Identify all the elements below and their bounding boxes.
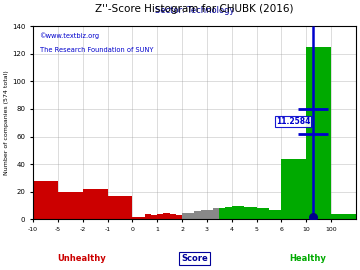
- Text: Score: Score: [181, 254, 208, 263]
- Text: ©www.textbiz.org: ©www.textbiz.org: [40, 32, 100, 39]
- Title: Z''-Score Histogram for CHUBK (2016): Z''-Score Histogram for CHUBK (2016): [95, 4, 294, 14]
- Bar: [225, 207, 232, 220]
- Bar: [170, 214, 176, 220]
- Text: 11.2584: 11.2584: [276, 117, 310, 126]
- Bar: [83, 189, 108, 220]
- Bar: [157, 214, 163, 220]
- Bar: [250, 207, 257, 220]
- Y-axis label: Number of companies (574 total): Number of companies (574 total): [4, 70, 9, 175]
- Bar: [194, 211, 201, 220]
- Bar: [244, 207, 250, 220]
- Bar: [176, 215, 182, 220]
- Bar: [219, 208, 225, 220]
- Bar: [257, 208, 263, 220]
- Bar: [108, 196, 132, 220]
- Text: Sector: Technology: Sector: Technology: [155, 6, 234, 15]
- Bar: [306, 47, 331, 220]
- Bar: [232, 205, 238, 220]
- Bar: [263, 208, 269, 220]
- Text: Unhealthy: Unhealthy: [57, 254, 106, 263]
- Bar: [238, 205, 244, 220]
- Bar: [269, 210, 275, 220]
- Bar: [145, 214, 151, 220]
- Bar: [282, 159, 306, 220]
- Bar: [275, 210, 282, 220]
- Bar: [151, 215, 157, 220]
- Bar: [120, 215, 132, 220]
- Bar: [182, 212, 188, 220]
- Bar: [331, 214, 356, 220]
- Bar: [201, 210, 207, 220]
- Bar: [163, 212, 170, 220]
- Bar: [188, 212, 194, 220]
- Text: The Research Foundation of SUNY: The Research Foundation of SUNY: [40, 47, 153, 53]
- Bar: [207, 210, 213, 220]
- Bar: [213, 208, 219, 220]
- Bar: [132, 217, 145, 220]
- Bar: [33, 181, 58, 220]
- Bar: [58, 192, 83, 220]
- Text: Healthy: Healthy: [289, 254, 326, 263]
